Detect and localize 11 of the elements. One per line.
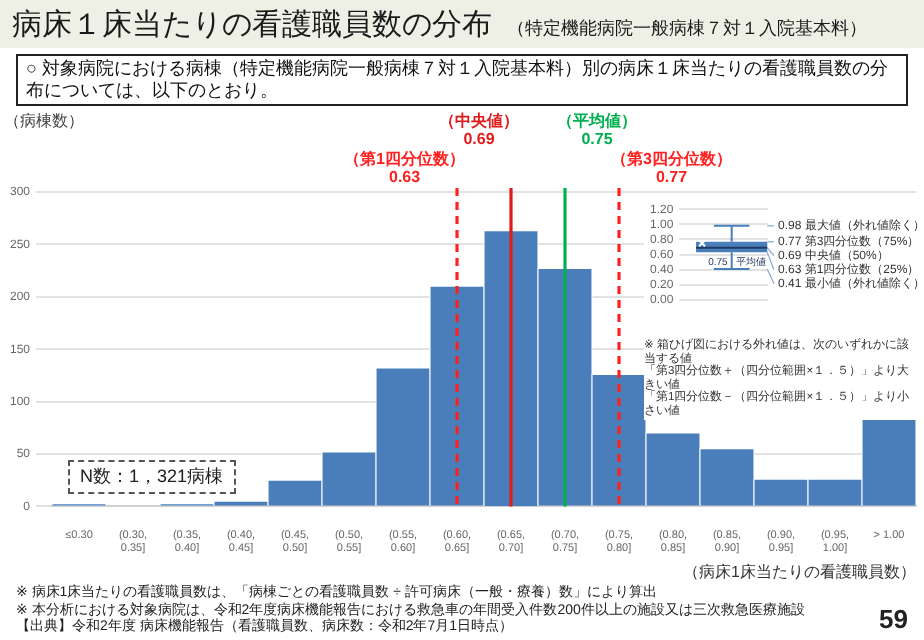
chart-title: 病床１床当たりの看護職員数の分布 [12, 6, 492, 44]
y-axis-title: （病棟数） [4, 112, 84, 130]
chart-subtitle: （特定機能病院一般病棟７対１入院基本料） [507, 16, 867, 42]
ref-line-label: （平均値） 0.75 [557, 112, 638, 148]
annotation: N数：1，321病棟 [68, 460, 236, 494]
text: 59 [879, 604, 908, 634]
ref-line-label: （中央値） 0.69 [439, 112, 520, 148]
ref-line-label: （第1四分位数） 0.63 [344, 150, 466, 186]
ref-line-label: （第3四分位数） 0.77 [611, 150, 732, 186]
text: ○ 対象病院における病棟（特定機能病院一般病棟７対１入院基本料）別の病床１床当たりの看護職員数の分布については、以下のとおり。 [16, 54, 908, 106]
x-axis-title: （病床1床当たりの看護職員数） [683, 562, 916, 581]
